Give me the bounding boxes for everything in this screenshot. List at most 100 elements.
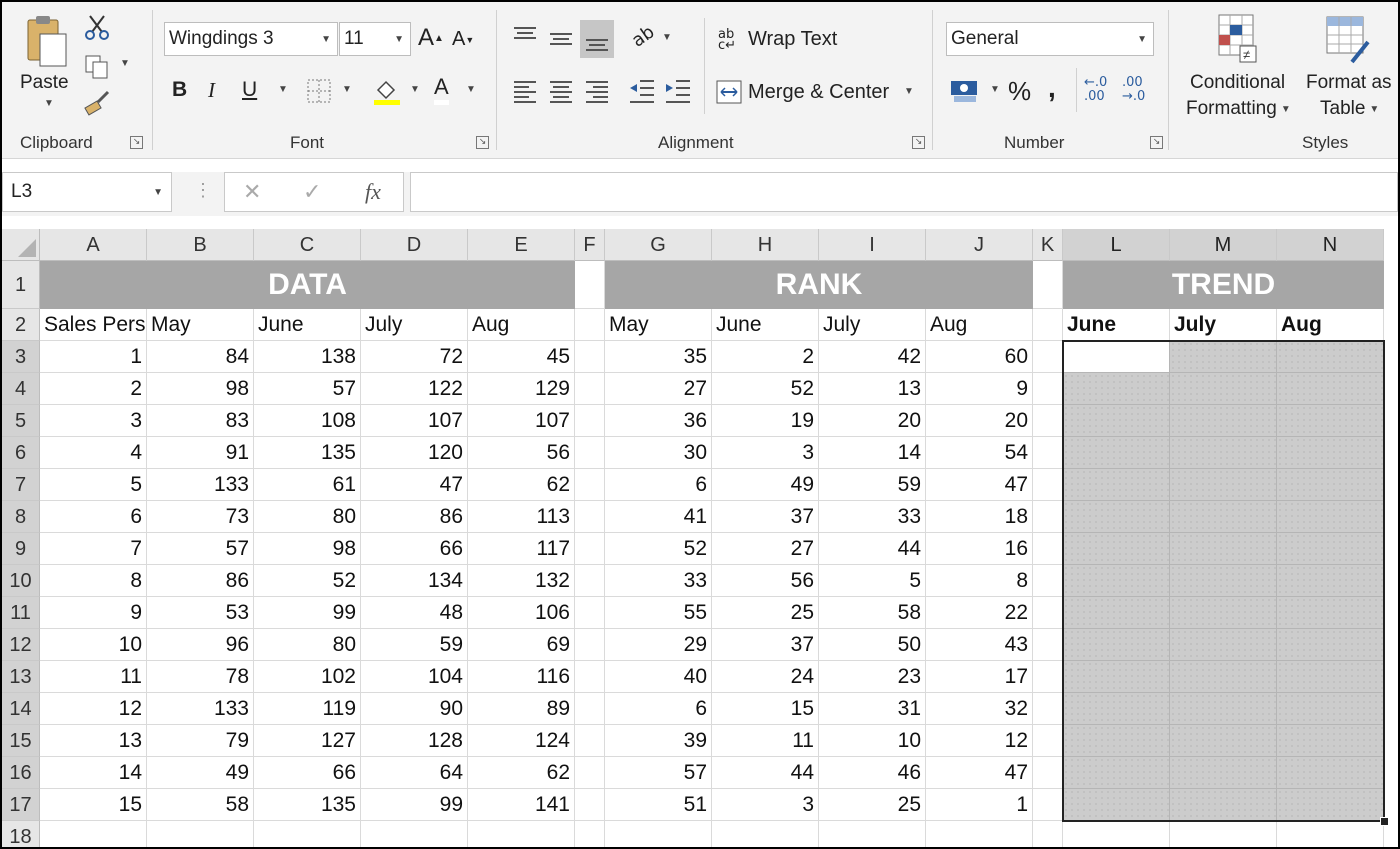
copy-dropdown-caret[interactable]: ▼ — [120, 58, 130, 69]
paste-icon[interactable] — [24, 14, 68, 68]
cell-k8[interactable] — [1033, 501, 1063, 533]
row-header-11[interactable]: 11 — [2, 597, 40, 629]
cell-l6[interactable] — [1063, 437, 1170, 469]
banner-trend[interactable]: TREND — [1063, 261, 1384, 309]
column-header-e[interactable]: E — [468, 229, 575, 261]
cell-a18[interactable] — [40, 821, 147, 847]
comma-style-button[interactable]: , — [1048, 72, 1056, 103]
cell-i18[interactable] — [819, 821, 926, 847]
column-header-j[interactable]: J — [926, 229, 1033, 261]
wrap-text-button[interactable]: ab c↵ Wrap Text — [718, 28, 837, 52]
borders-dropdown-caret[interactable]: ▼ — [342, 84, 352, 95]
row-header-12[interactable]: 12 — [2, 629, 40, 661]
cell-m9[interactable] — [1170, 533, 1277, 565]
grow-font-button[interactable]: A ▲ — [418, 24, 444, 51]
cell-f9[interactable] — [575, 533, 605, 565]
borders-icon[interactable] — [306, 78, 332, 104]
cell-m11[interactable] — [1170, 597, 1277, 629]
align-left-icon[interactable] — [514, 78, 536, 106]
cell-k3[interactable] — [1033, 341, 1063, 373]
copy-icon[interactable] — [84, 54, 110, 80]
row-header-1[interactable]: 1 — [2, 261, 40, 309]
row-header-16[interactable]: 16 — [2, 757, 40, 789]
conditional-formatting-button[interactable]: Formatting ▼ — [1186, 98, 1291, 119]
merge-center-button[interactable]: Merge & Center — [716, 80, 889, 104]
font-size-select[interactable]: 11 ▼ — [339, 22, 411, 56]
number-launcher-icon[interactable]: ↘ — [1150, 136, 1163, 149]
cell-f3[interactable] — [575, 341, 605, 373]
cell-f1[interactable] — [575, 261, 605, 309]
cell-k9[interactable] — [1033, 533, 1063, 565]
cell-m18[interactable] — [1170, 821, 1277, 847]
cell-g18[interactable] — [605, 821, 712, 847]
font-launcher-icon[interactable]: ↘ — [476, 136, 489, 149]
orientation-dropdown-caret[interactable]: ▼ — [662, 32, 672, 43]
cell-f5[interactable] — [575, 405, 605, 437]
cell-n13[interactable] — [1277, 661, 1384, 693]
cell-n7[interactable] — [1277, 469, 1384, 501]
cell-n17[interactable] — [1277, 789, 1384, 821]
paste-button[interactable]: Paste — [20, 72, 69, 93]
banner-rank[interactable]: RANK — [605, 261, 1033, 309]
row-header-5[interactable]: 5 — [2, 405, 40, 437]
cell-l4[interactable] — [1063, 373, 1170, 405]
cell-m13[interactable] — [1170, 661, 1277, 693]
row-header-14[interactable]: 14 — [2, 693, 40, 725]
cell-f15[interactable] — [575, 725, 605, 757]
cell-m14[interactable] — [1170, 693, 1277, 725]
row-header-2[interactable]: 2 — [2, 309, 40, 341]
cell-l8[interactable] — [1063, 501, 1170, 533]
cell-k7[interactable] — [1033, 469, 1063, 501]
cell-m16[interactable] — [1170, 757, 1277, 789]
cell-n12[interactable] — [1277, 629, 1384, 661]
row-header-3[interactable]: 3 — [2, 341, 40, 373]
clipboard-launcher-icon[interactable]: ↘ — [130, 136, 143, 149]
increase-indent-icon[interactable] — [664, 78, 692, 104]
fill-color-dropdown-caret[interactable]: ▼ — [410, 84, 420, 95]
cell-f18[interactable] — [575, 821, 605, 847]
cell-n6[interactable] — [1277, 437, 1384, 469]
row-header-4[interactable]: 4 — [2, 373, 40, 405]
cell-n10[interactable] — [1277, 565, 1384, 597]
cell-m6[interactable] — [1170, 437, 1277, 469]
column-header-d[interactable]: D — [361, 229, 468, 261]
formula-bar-grip-icon[interactable]: ⋮ — [194, 180, 212, 200]
cell-l3[interactable] — [1063, 341, 1170, 373]
cell-f6[interactable] — [575, 437, 605, 469]
fill-color-icon[interactable] — [372, 76, 402, 106]
cell-n15[interactable] — [1277, 725, 1384, 757]
cell-k1[interactable] — [1033, 261, 1063, 309]
underline-dropdown-caret[interactable]: ▼ — [278, 84, 288, 95]
cell-m8[interactable] — [1170, 501, 1277, 533]
paste-dropdown-caret[interactable]: ▼ — [44, 98, 54, 109]
cell-f8[interactable] — [575, 501, 605, 533]
column-header-i[interactable]: I — [819, 229, 926, 261]
cell-k4[interactable] — [1033, 373, 1063, 405]
cell-m12[interactable] — [1170, 629, 1277, 661]
align-right-icon[interactable] — [586, 78, 608, 106]
column-header-m[interactable]: M — [1170, 229, 1277, 261]
cell-n18[interactable] — [1277, 821, 1384, 847]
top-align-icon[interactable] — [514, 24, 536, 42]
increase-decimal-button[interactable]: ←.0 .00 — [1084, 75, 1108, 104]
orientation-icon[interactable]: ab — [628, 21, 659, 52]
name-box[interactable]: L3 ▼ — [2, 172, 172, 212]
column-header-n[interactable]: N — [1277, 229, 1384, 261]
cell-l7[interactable] — [1063, 469, 1170, 501]
column-header-k[interactable]: K — [1033, 229, 1063, 261]
row-header-10[interactable]: 10 — [2, 565, 40, 597]
cell-m5[interactable] — [1170, 405, 1277, 437]
cell-n9[interactable] — [1277, 533, 1384, 565]
cell-f14[interactable] — [575, 693, 605, 725]
conditional-formatting-icon[interactable]: ≠ — [1218, 14, 1258, 64]
column-header-h[interactable]: H — [712, 229, 819, 261]
select-all-button[interactable] — [2, 229, 40, 261]
decrease-decimal-button[interactable]: .00 →.0 — [1122, 75, 1146, 104]
fill-handle[interactable] — [1380, 817, 1389, 826]
cell-n4[interactable] — [1277, 373, 1384, 405]
cell-l15[interactable] — [1063, 725, 1170, 757]
cell-n16[interactable] — [1277, 757, 1384, 789]
banner-data[interactable]: DATA — [40, 261, 575, 309]
formula-input[interactable] — [410, 172, 1398, 212]
italic-button[interactable]: I — [208, 78, 215, 102]
